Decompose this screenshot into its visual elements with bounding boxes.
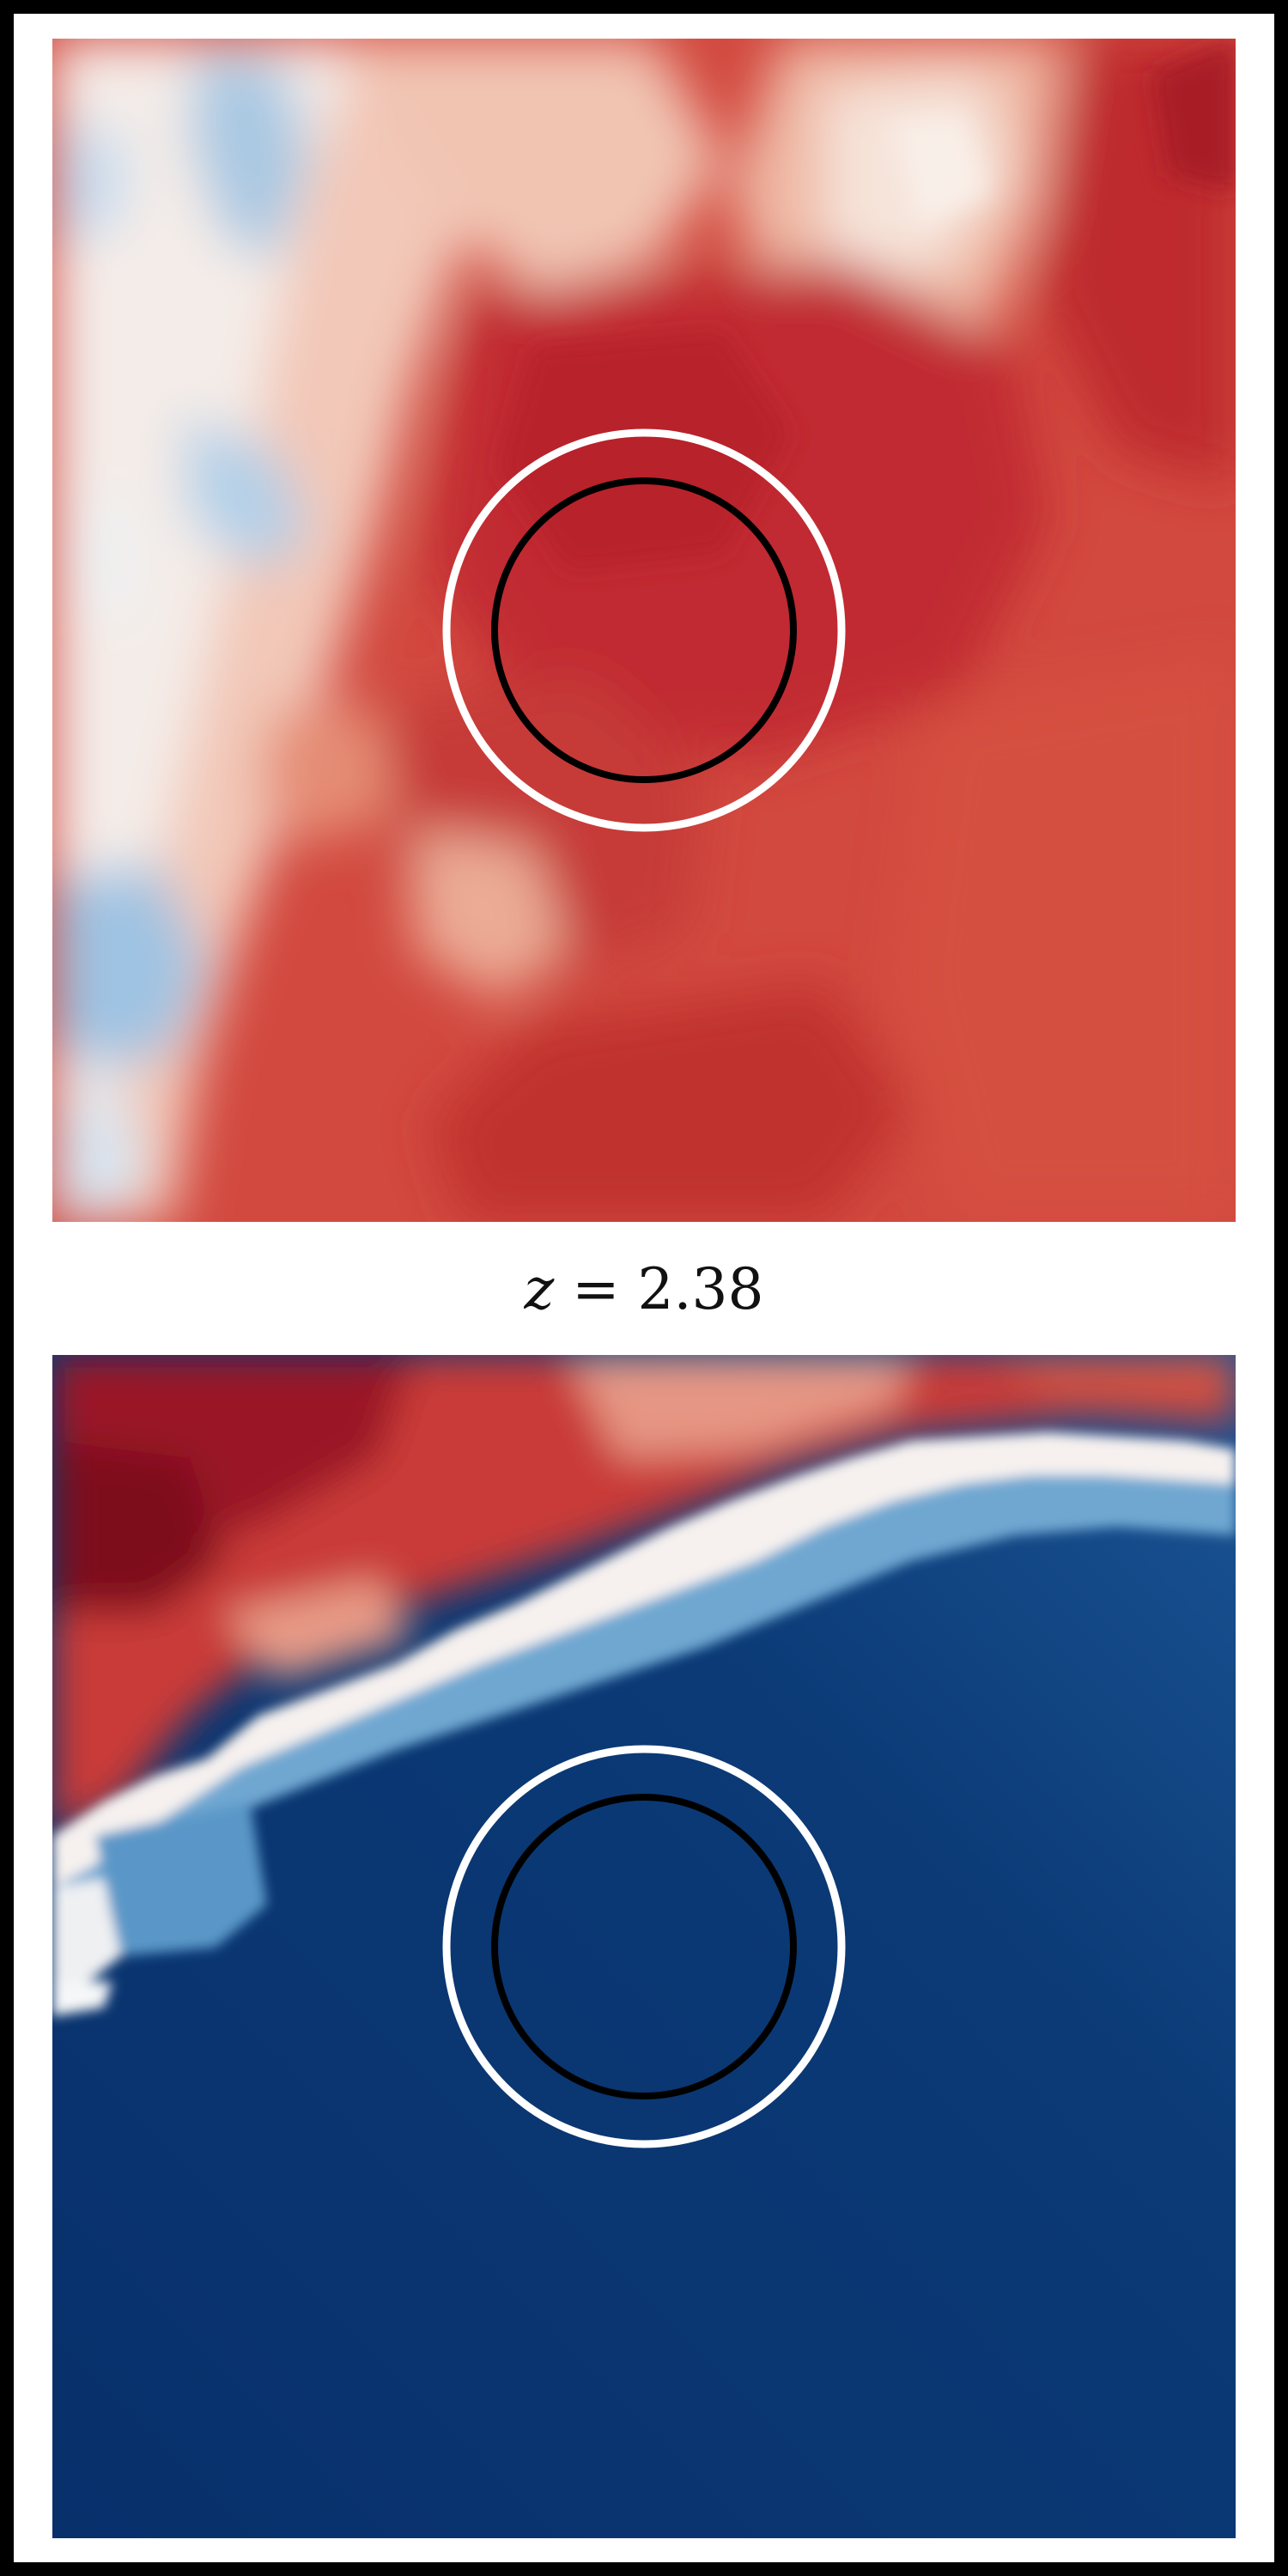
- bottom-map-image: [52, 1355, 1236, 2538]
- top-map-detail: [499, 39, 1236, 571]
- inner-ring: [491, 477, 797, 783]
- redshift-variable: z: [524, 1256, 555, 1322]
- inner-ring: [491, 1794, 797, 2099]
- bottom-map-front: [52, 1432, 1236, 2016]
- redshift-value: 2.38: [637, 1256, 764, 1322]
- bottom-map-red-field: [52, 1355, 1236, 1836]
- redshift-label: z = 2.38: [0, 1251, 1288, 1328]
- outer-ring: [442, 1745, 846, 2148]
- outer-ring: [442, 428, 846, 832]
- redshift-operator: =: [554, 1256, 638, 1322]
- bottom-map-panel: [52, 1355, 1236, 2538]
- top-map-panel: [52, 39, 1236, 1222]
- top-map-image: [52, 39, 1236, 1222]
